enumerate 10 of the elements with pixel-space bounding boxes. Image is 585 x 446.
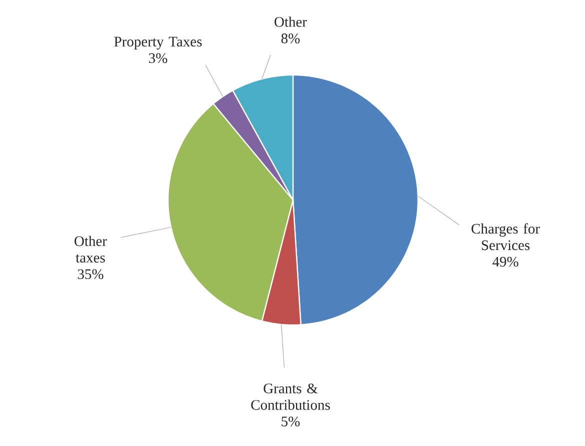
slice-label: Charges for Services	[472, 223, 540, 250]
slice-label: Property Taxes	[114, 36, 202, 50]
data-label: 8%	[281, 34, 300, 44]
data-label: 49%	[492, 256, 518, 267]
data-label: 3%	[149, 53, 168, 64]
slice-label: Other taxes	[74, 236, 107, 263]
data-label: 5%	[282, 416, 300, 426]
slice-label: Other	[274, 16, 307, 27]
data-label: 35%	[78, 269, 104, 280]
slice-label: Grants & Contributions	[251, 384, 330, 410]
